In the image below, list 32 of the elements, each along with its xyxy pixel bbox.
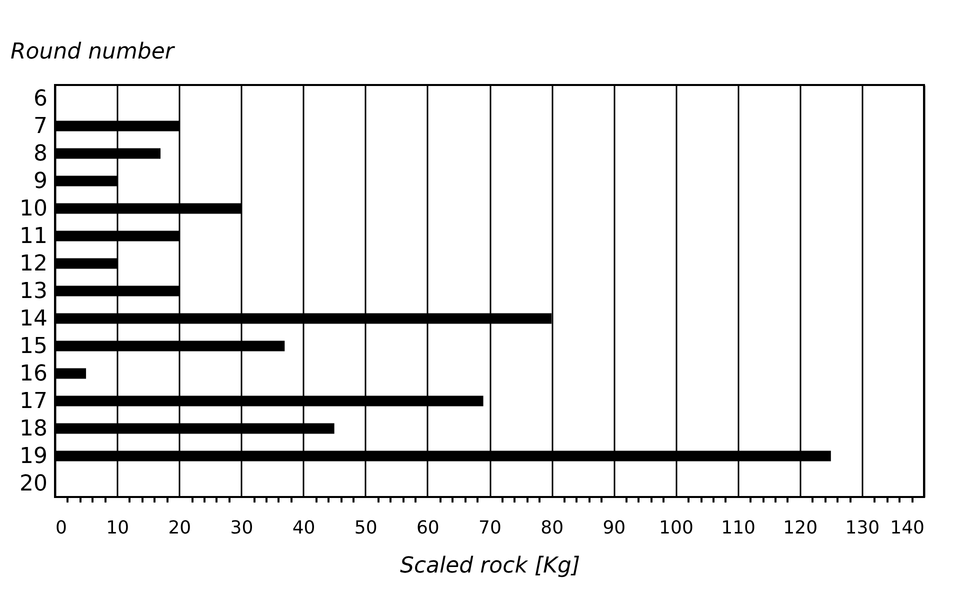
- x-tick-label: 100: [659, 518, 694, 538]
- x-tick-label: 50: [354, 518, 378, 538]
- x-axis-title: Scaled rock [Kg]: [400, 554, 580, 578]
- x-tick-label: 140: [890, 518, 924, 538]
- x-tick-label: 90: [602, 518, 626, 538]
- x-tick-label: 40: [292, 518, 316, 538]
- y-tick-label: 12: [20, 251, 48, 276]
- x-tick-label: 20: [168, 518, 192, 538]
- x-tick-label: 30: [230, 518, 254, 538]
- y-tick-label: 15: [20, 334, 48, 360]
- x-tick-label: 10: [106, 518, 130, 538]
- y-tick-label: 20: [20, 472, 48, 497]
- y-tick-label: 9: [34, 168, 48, 194]
- x-tick-label: 70: [478, 518, 502, 538]
- x-tick-label: 110: [721, 518, 756, 538]
- y-tick-label: 10: [20, 196, 48, 222]
- y-tick-label: 11: [20, 224, 48, 249]
- y-tick-label: 13: [20, 279, 48, 304]
- x-tick-label: 60: [416, 518, 440, 538]
- y-tick-label: 14: [20, 306, 48, 332]
- y-tick-label: 18: [20, 416, 48, 442]
- y-tick-label: 17: [20, 389, 48, 414]
- y-tick-label: 19: [20, 444, 48, 470]
- x-tick-label: 80: [540, 518, 564, 538]
- y-tick-label: 7: [34, 114, 48, 139]
- y-tick-label: 6: [34, 86, 48, 112]
- x-tick-label: 0: [56, 518, 67, 538]
- y-tick-label: 16: [20, 362, 48, 387]
- x-tick-label: 130: [845, 518, 880, 538]
- y-tick-label: 8: [34, 141, 48, 166]
- y-axis-title: Round number: [10, 40, 176, 64]
- x-tick-label: 120: [783, 518, 818, 538]
